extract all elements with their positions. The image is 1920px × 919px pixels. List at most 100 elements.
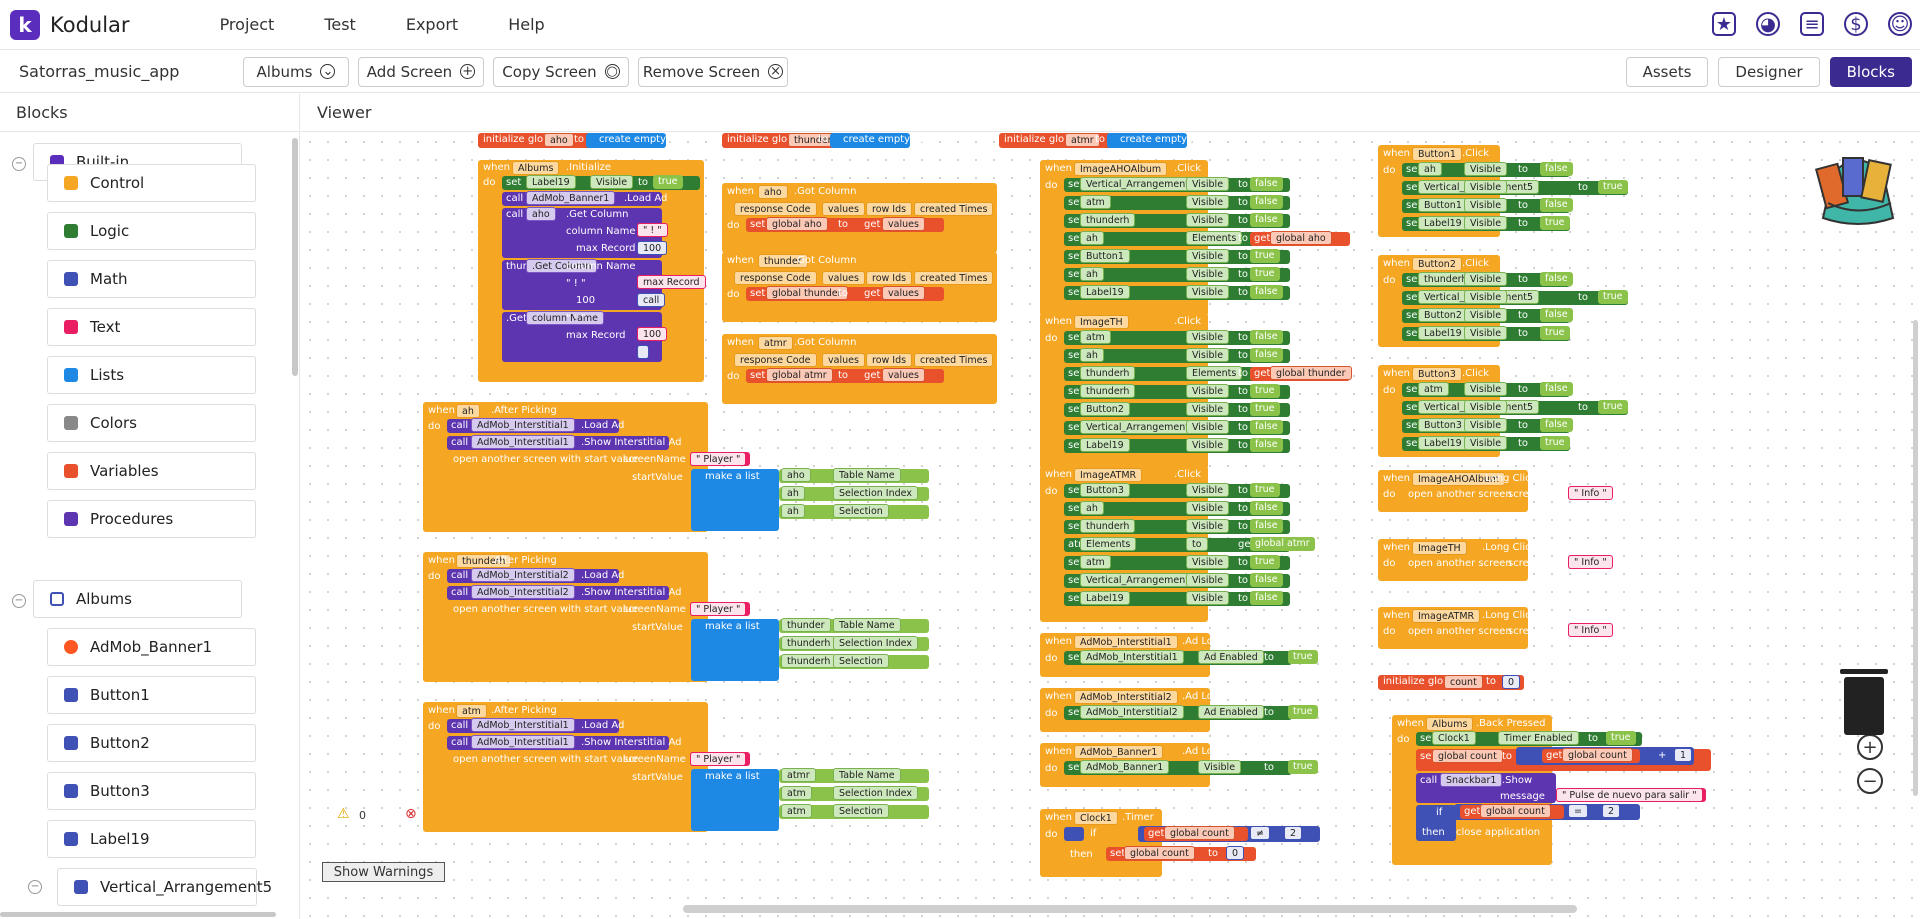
palette-icon[interactable]: ◕ <box>1756 12 1780 36</box>
blocks-button[interactable]: Blocks <box>1829 57 1912 87</box>
text-icon <box>64 320 78 334</box>
tree-screen-albums[interactable]: Albums <box>33 580 242 618</box>
dollar-icon[interactable]: $ <box>1844 12 1868 36</box>
tree-item-procedures[interactable]: Procedures <box>47 500 256 538</box>
block-text: set <box>1406 292 1422 303</box>
tree-item-label: Control <box>90 174 145 192</box>
block-text: when <box>428 705 456 716</box>
menu-export[interactable]: Export <box>405 15 459 34</box>
tree-item-math[interactable]: Math <box>47 260 256 298</box>
if-gear-icon[interactable] <box>1064 827 1084 841</box>
block-text: true <box>653 175 683 189</box>
block-text: Visible <box>1186 348 1230 362</box>
set-block[interactable] <box>1064 196 1290 210</box>
blocks-workspace[interactable]: ⊙ + − ⚠ 0 ⊗ 0 Show Warnings initialize g… <box>301 133 1920 919</box>
tree-item-colors[interactable]: Colors <box>47 404 256 442</box>
copy-screen-button[interactable]: Copy Screen ○ <box>493 56 629 87</box>
error-icon[interactable]: ⊗ <box>405 806 417 822</box>
set-block[interactable] <box>1064 331 1290 345</box>
folder-star-icon[interactable]: ★ <box>1712 12 1736 36</box>
block-text: Visible <box>1186 555 1230 569</box>
block-text: to <box>1264 652 1275 663</box>
tree-item-admob-banner1[interactable]: AdMob_Banner1 <box>47 628 256 666</box>
block-text: ImageTH <box>1074 315 1129 329</box>
assets-button[interactable]: Assets <box>1625 57 1709 87</box>
block-text: Ad Enabled <box>1198 650 1264 664</box>
block-text: .Got Column <box>794 186 857 197</box>
create-list-block[interactable] <box>586 133 666 148</box>
tree-item-label19[interactable]: Label19 <box>47 820 256 858</box>
block-text: Clock1 <box>1432 731 1476 745</box>
block-text: global count <box>1480 804 1551 818</box>
init-label: initialize global <box>483 134 559 145</box>
make-list-block[interactable] <box>691 619 779 681</box>
create-list-block[interactable] <box>1107 133 1187 148</box>
account-icon[interactable]: ☺ <box>1888 12 1912 36</box>
label-icon <box>64 832 78 846</box>
warning-icon[interactable]: ⚠ <box>337 806 350 822</box>
tree-item-logic[interactable]: Logic <box>47 212 256 250</box>
collapse-builtin-toggle[interactable]: − <box>12 157 26 171</box>
block-text: set <box>1406 384 1422 395</box>
number-block: call <box>637 293 666 307</box>
set-block[interactable] <box>1064 556 1290 570</box>
menu-help[interactable]: Help <box>508 15 545 34</box>
zoom-out-icon[interactable]: − <box>1857 768 1883 794</box>
library-icon[interactable]: ≡ <box>1800 12 1824 36</box>
block-text: ImageAHOAlbum <box>1074 162 1168 176</box>
block-text: make a list <box>705 471 760 482</box>
add-screen-button[interactable]: Add Screen + <box>358 56 484 87</box>
set-block[interactable] <box>1064 502 1290 516</box>
tree-item-vertical-arrangement5[interactable]: Vertical_Arrangement5 <box>57 868 272 906</box>
block-text: .Timer <box>1122 812 1154 823</box>
panel-horizontal-scrollbar[interactable] <box>0 912 276 917</box>
tree-item-label: Button1 <box>90 686 150 704</box>
menu-project[interactable]: Project <box>219 15 275 34</box>
block-text: Ad Enabled <box>1198 705 1264 719</box>
block-text: set <box>1406 274 1422 285</box>
block-text: to <box>1518 274 1529 285</box>
zoom-in-icon[interactable]: + <box>1857 734 1883 760</box>
set-block[interactable] <box>1064 349 1290 363</box>
if-block[interactable] <box>1416 805 1456 841</box>
block-text: when <box>1383 368 1411 379</box>
screen-select[interactable]: Albums ⌄ <box>243 56 349 87</box>
create-list-block[interactable] <box>830 133 910 148</box>
tree-item-button2[interactable]: Button2 <box>47 724 256 762</box>
workspace-horizontal-scrollbar[interactable] <box>683 905 1577 913</box>
block-text: Visible <box>1464 216 1508 230</box>
procedures-icon <box>64 512 78 526</box>
collapse-arrangement-toggle[interactable]: − <box>28 880 42 894</box>
workspace-vertical-scrollbar[interactable] <box>1913 320 1918 796</box>
remove-screen-button[interactable]: Remove Screen × <box>638 56 788 87</box>
trash-icon[interactable] <box>1840 669 1888 735</box>
collapse-screen-toggle[interactable]: − <box>12 594 26 608</box>
block-text: false <box>1540 418 1573 432</box>
block-text: to <box>1238 503 1249 514</box>
tree-item-button1[interactable]: Button1 <box>47 676 256 714</box>
block-text: true <box>1540 216 1570 230</box>
block-text: screenName <box>1508 626 1571 637</box>
block-text: Button2 <box>1412 257 1462 271</box>
block-text: to <box>1264 762 1275 773</box>
show-warnings-button[interactable]: Show Warnings <box>322 862 445 882</box>
tree-item-text[interactable]: Text <box>47 308 256 346</box>
block-text: .Click <box>1462 368 1490 379</box>
tree-item-variables[interactable]: Variables <box>47 452 256 490</box>
tree-item-lists[interactable]: Lists <box>47 356 256 394</box>
block-text: max Record <box>637 275 706 289</box>
block-text: ImageATMR <box>1412 609 1481 623</box>
panel-scrollbar[interactable] <box>292 138 298 376</box>
set-block[interactable] <box>1064 268 1290 282</box>
block-text: global count <box>1432 749 1503 763</box>
menu-test[interactable]: Test <box>324 15 356 34</box>
make-list-block[interactable] <box>691 469 779 531</box>
tree-item-control[interactable]: Control <box>47 164 256 202</box>
designer-button[interactable]: Designer <box>1718 57 1820 87</box>
block-text: Vertical_Arrangement5 <box>1080 573 1202 587</box>
make-list-block[interactable] <box>691 769 779 831</box>
backpack-icon[interactable] <box>1813 148 1903 228</box>
tree-item-button3[interactable]: Button3 <box>47 772 256 810</box>
logo[interactable]: k Kodular <box>10 9 130 40</box>
block-text: to <box>1238 179 1249 190</box>
